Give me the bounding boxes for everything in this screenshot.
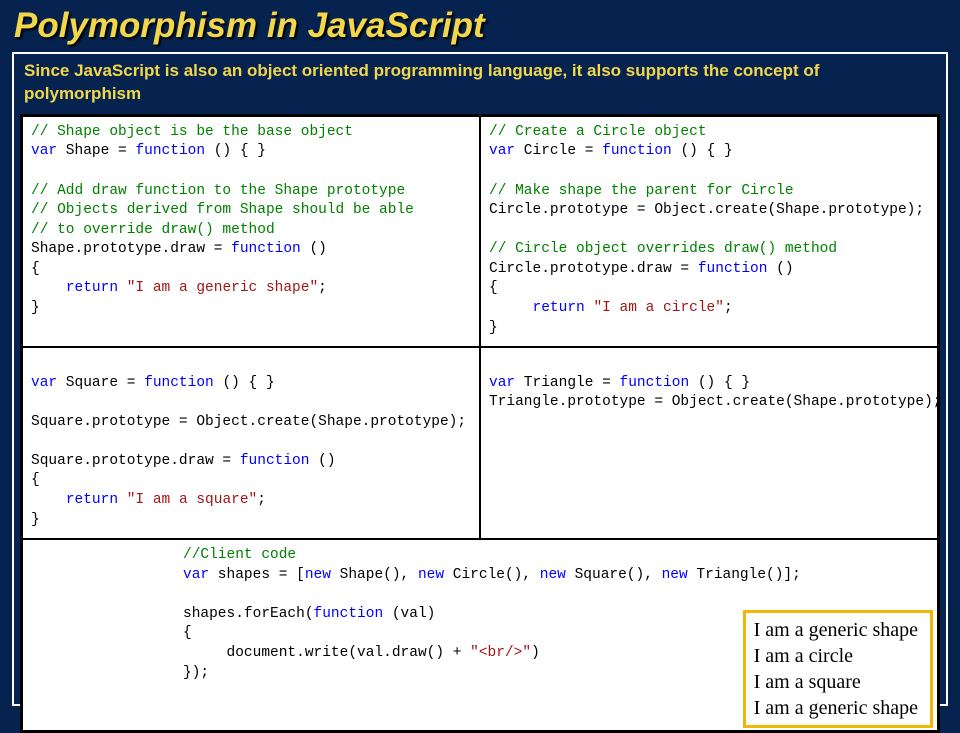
grid-row-top: // Shape object is be the base object va…: [22, 116, 938, 347]
content-frame: Since JavaScript is also an object orien…: [12, 52, 948, 706]
code-token: function: [620, 375, 690, 391]
code-token: function: [240, 453, 310, 469]
code-line: Square.prototype = Object.create(Shape.p…: [31, 414, 466, 430]
code-line: // Add draw function to the Shape protot…: [31, 183, 405, 199]
code-token: Square(),: [566, 567, 662, 583]
code-token: Triangle =: [515, 375, 619, 391]
code-token: Shape.prototype.draw =: [31, 241, 231, 257]
code-line: // to override draw() method: [31, 222, 275, 238]
code-grid: // Shape object is be the base object va…: [20, 114, 940, 733]
code-token: shapes = [: [209, 567, 305, 583]
code-token: new: [540, 567, 566, 583]
code-token: new: [418, 567, 444, 583]
code-token: Shape =: [57, 143, 135, 159]
code-token: Square =: [57, 375, 144, 391]
code-cell-triangle: var Triangle = function () { } Triangle.…: [480, 347, 938, 539]
code-line: Circle.prototype = Object.create(Shape.p…: [489, 202, 924, 218]
code-line: });: [183, 665, 209, 681]
code-cell-square: var Square = function () { } Square.prot…: [22, 347, 480, 539]
code-token: [118, 492, 127, 508]
code-token: function: [698, 261, 768, 277]
code-token: (): [767, 261, 793, 277]
code-token: return: [66, 280, 118, 296]
code-line: {: [183, 625, 192, 641]
code-line: Triangle.prototype = Object.create(Shape…: [489, 394, 941, 410]
code-token: "<br/>": [470, 645, 531, 661]
code-token: function: [144, 375, 214, 391]
code-token: Circle.prototype.draw =: [489, 261, 698, 277]
code-line: //Client code: [183, 547, 296, 563]
code-token: var: [31, 143, 57, 159]
code-token: function: [602, 143, 672, 159]
code-token: () { }: [214, 375, 275, 391]
code-token: Circle(),: [444, 567, 540, 583]
code-token: () { }: [689, 375, 750, 391]
output-line: I am a circle: [754, 645, 853, 667]
code-line: }: [31, 300, 40, 316]
code-cell-shape: // Shape object is be the base object va…: [22, 116, 480, 347]
code-token: ;: [318, 280, 327, 296]
code-token: () { }: [205, 143, 266, 159]
code-line: // Create a Circle object: [489, 124, 707, 140]
output-box: I am a generic shape I am a circle I am …: [743, 610, 933, 728]
output-line: I am a square: [754, 671, 861, 693]
code-token: Triangle()];: [688, 567, 801, 583]
subtitle: Since JavaScript is also an object orien…: [20, 60, 940, 114]
code-token: new: [305, 567, 331, 583]
grid-row-bottom: //Client code var shapes = [new Shape(),…: [22, 539, 938, 731]
code-token: [31, 280, 66, 296]
output-line: I am a generic shape: [754, 619, 918, 641]
code-token: Circle =: [515, 143, 602, 159]
slide: Polymorphism in JavaScript Since JavaScr…: [0, 0, 960, 720]
code-token: document.write(val.draw() +: [183, 645, 470, 661]
code-line: {: [31, 261, 40, 277]
code-token: ;: [257, 492, 266, 508]
code-line: // Objects derived from Shape should be …: [31, 202, 414, 218]
code-line: }: [489, 320, 498, 336]
code-token: shapes.forEach(: [183, 606, 314, 622]
page-title: Polymorphism in JavaScript: [12, 6, 948, 46]
code-line: }: [31, 512, 40, 528]
code-token: function: [231, 241, 301, 257]
code-token: function: [314, 606, 384, 622]
code-token: var: [31, 375, 57, 391]
output-line: I am a generic shape: [754, 697, 918, 719]
code-token: [489, 300, 533, 316]
grid-row-middle: var Square = function () { } Square.prot…: [22, 347, 938, 539]
code-cell-circle: // Create a Circle object var Circle = f…: [480, 116, 938, 347]
code-token: (): [301, 241, 327, 257]
code-token: var: [183, 567, 209, 583]
code-token: (): [309, 453, 335, 469]
code-token: ): [531, 645, 540, 661]
code-token: "I am a square": [127, 492, 258, 508]
code-token: "I am a generic shape": [127, 280, 318, 296]
code-token: ;: [724, 300, 733, 316]
code-line: // Circle object overrides draw() method: [489, 241, 837, 257]
code-token: () { }: [672, 143, 733, 159]
code-token: Square.prototype.draw =: [31, 453, 240, 469]
code-token: new: [662, 567, 688, 583]
code-token: [118, 280, 127, 296]
code-line: // Shape object is be the base object: [31, 124, 353, 140]
code-line: {: [489, 280, 498, 296]
code-line: // Make shape the parent for Circle: [489, 183, 794, 199]
code-token: return: [533, 300, 585, 316]
code-line: {: [31, 472, 40, 488]
code-token: [31, 492, 66, 508]
code-token: Shape(),: [331, 567, 418, 583]
code-token: return: [66, 492, 118, 508]
code-token: var: [489, 143, 515, 159]
code-cell-client: //Client code var shapes = [new Shape(),…: [22, 539, 938, 731]
code-token: var: [489, 375, 515, 391]
code-token: "I am a circle": [593, 300, 724, 316]
code-token: function: [135, 143, 205, 159]
code-token: (val): [383, 606, 435, 622]
